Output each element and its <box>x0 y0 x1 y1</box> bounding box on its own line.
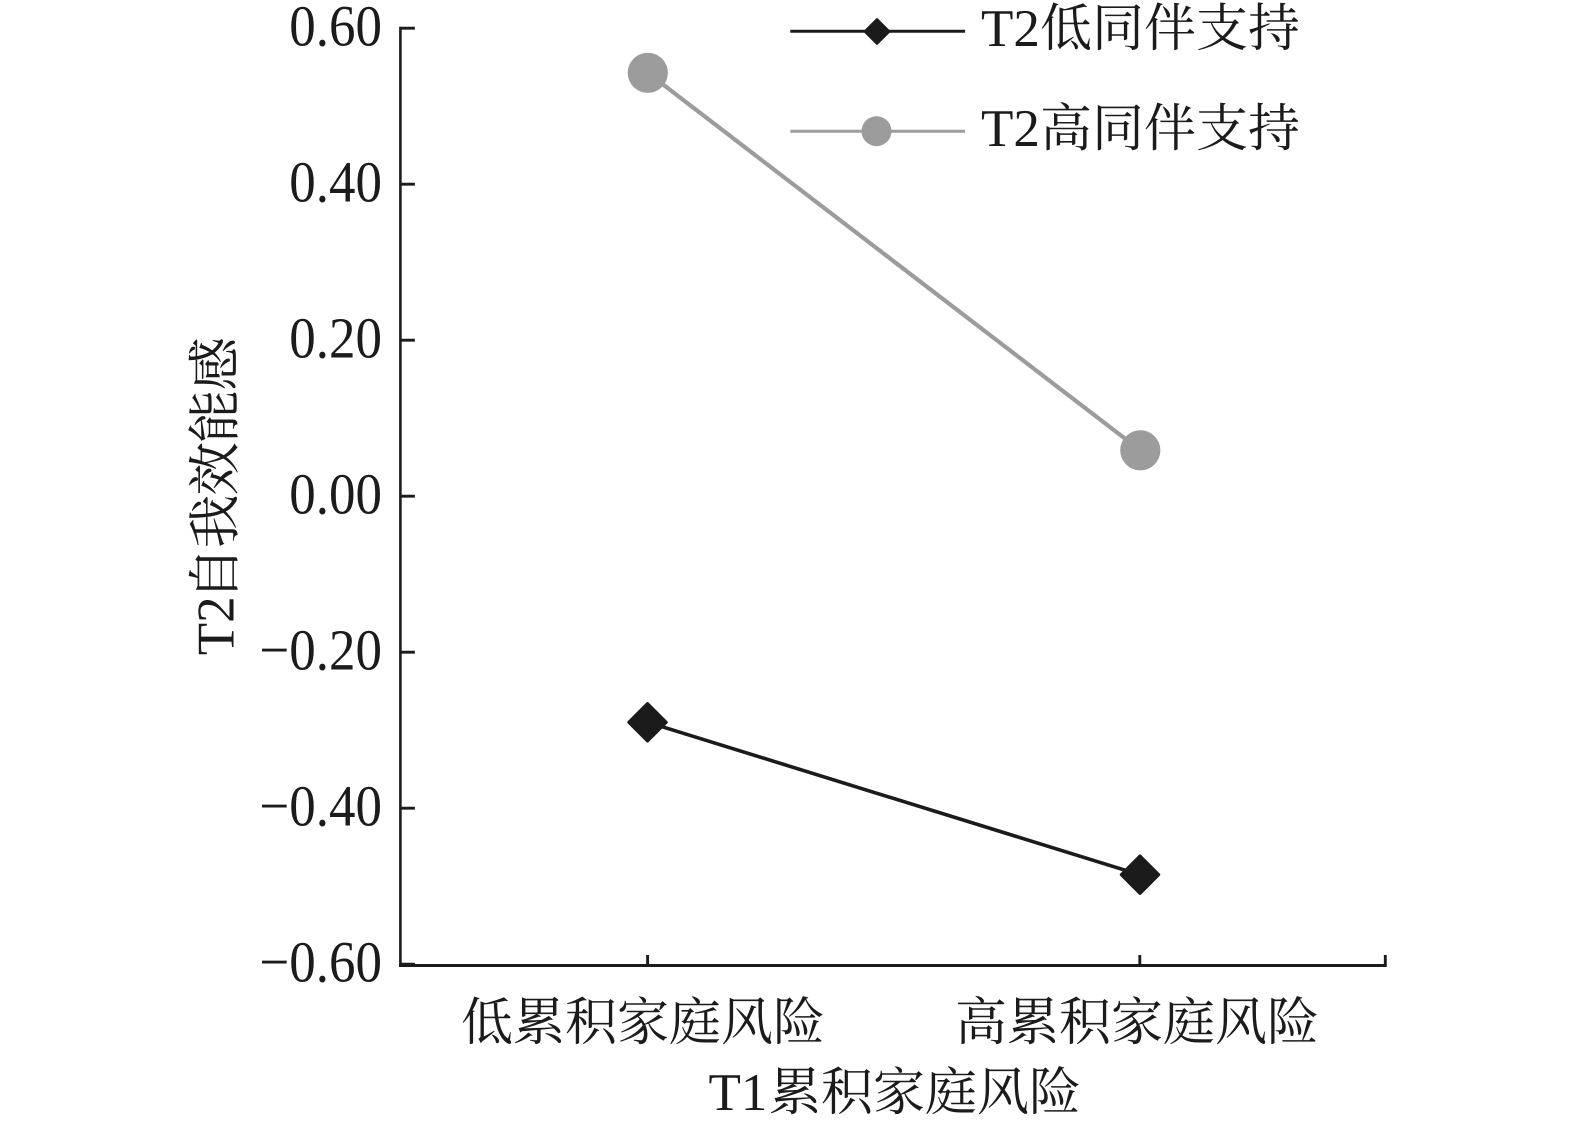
svg-text:−0.60: −0.60 <box>259 930 382 995</box>
svg-text:T2: T2 <box>981 100 1040 158</box>
svg-text:0.60: 0.60 <box>289 0 382 59</box>
svg-text:0.00: 0.00 <box>289 462 382 527</box>
svg-text:−0.20: −0.20 <box>259 618 382 683</box>
svg-text:0.40: 0.40 <box>289 150 382 215</box>
svg-text:T1: T1 <box>709 1064 768 1122</box>
svg-text:−0.40: −0.40 <box>259 774 382 839</box>
svg-text:T2: T2 <box>981 0 1040 58</box>
svg-text:0.20: 0.20 <box>289 306 382 371</box>
svg-text:T2: T2 <box>188 596 246 655</box>
